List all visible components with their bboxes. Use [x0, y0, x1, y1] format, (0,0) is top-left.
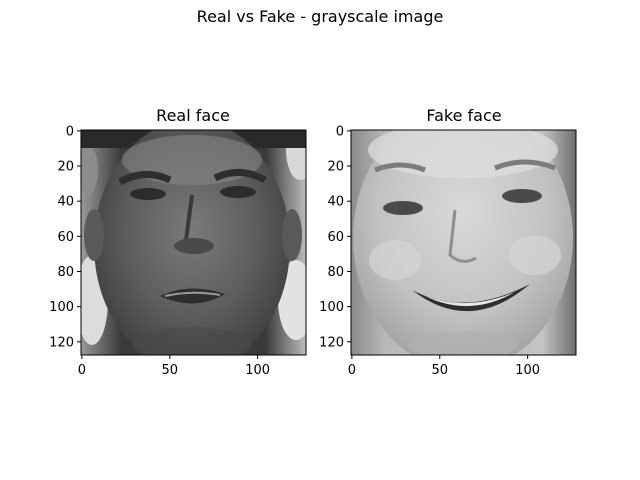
- ytick-label: 20: [57, 160, 74, 175]
- ytick-label: 80: [57, 265, 74, 280]
- xtick-label: 100: [245, 363, 270, 378]
- ytick-label: 100: [49, 300, 74, 315]
- xtick-label: 0: [348, 363, 356, 378]
- panel-title-fake: Fake face: [426, 106, 502, 125]
- ytick-label: 60: [327, 230, 344, 245]
- real-face-image: [81, 130, 306, 355]
- ytick-label: 60: [57, 230, 74, 245]
- ytick-label: 120: [49, 335, 74, 350]
- ytick-label: 0: [336, 124, 344, 139]
- ytick-label: 80: [327, 265, 344, 280]
- xtick-label: 50: [161, 363, 178, 378]
- panel-title-real: Real face: [156, 106, 230, 125]
- ytick-label: 40: [57, 195, 74, 210]
- fake-face-image: [351, 130, 576, 355]
- ytick-label: 0: [66, 124, 74, 139]
- ytick-label: 40: [327, 195, 344, 210]
- xtick-label: 0: [78, 363, 86, 378]
- xtick-label: 100: [515, 363, 540, 378]
- ytick-label: 120: [319, 335, 344, 350]
- figure-title: Real vs Fake - grayscale image: [196, 7, 444, 26]
- axes-frame-fake: [350, 129, 577, 356]
- xtick-label: 50: [431, 363, 448, 378]
- ytick-label: 100: [319, 300, 344, 315]
- ytick-label: 20: [327, 160, 344, 175]
- axes-frame-real: [80, 129, 307, 356]
